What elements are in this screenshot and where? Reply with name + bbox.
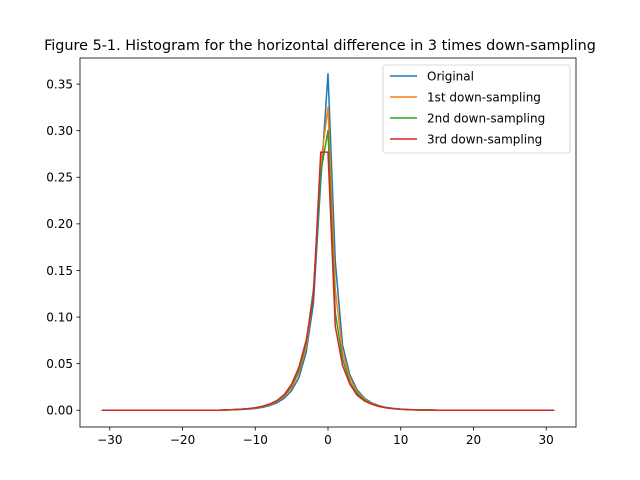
y-tick-label: 0.00 (46, 404, 73, 418)
y-tick-label: 0.30 (46, 124, 73, 138)
series-line-3 (101, 151, 555, 411)
y-tick-label: 0.35 (46, 77, 73, 91)
y-tick-label: 0.20 (46, 217, 73, 231)
legend-label-2: 2nd down-sampling (427, 111, 545, 125)
legend-box (382, 64, 571, 154)
legend-label-0: Original (427, 69, 474, 83)
y-tick-label: 0.05 (46, 357, 73, 371)
plot-area: −30 −20 −10 0 10 20 30 0.00 0.05 0.10 0.15 0.20 0.25… (46, 57, 577, 447)
x-tick-label: 30 (539, 433, 554, 447)
x-tick-label: 20 (466, 433, 481, 447)
x-tick-label: −20 (170, 433, 195, 447)
legend-label-3: 3rd down-sampling (427, 132, 542, 146)
y-tick-label: 0.15 (46, 264, 73, 278)
y-tick-label: 0.10 (46, 310, 73, 324)
y-tick-label: 0.25 (46, 171, 73, 185)
x-tick-label: −30 (97, 433, 122, 447)
chart-title: Figure 5-1. Histogram for the horizontal… (44, 38, 596, 54)
legend-label-1: 1st down-sampling (427, 90, 541, 104)
x-tick-label: 0 (324, 433, 332, 447)
legend: Original 1st down-sampling 2nd down-sampli… (382, 64, 571, 154)
x-tick-label: 10 (393, 433, 408, 447)
x-tick-label: −10 (243, 433, 268, 447)
